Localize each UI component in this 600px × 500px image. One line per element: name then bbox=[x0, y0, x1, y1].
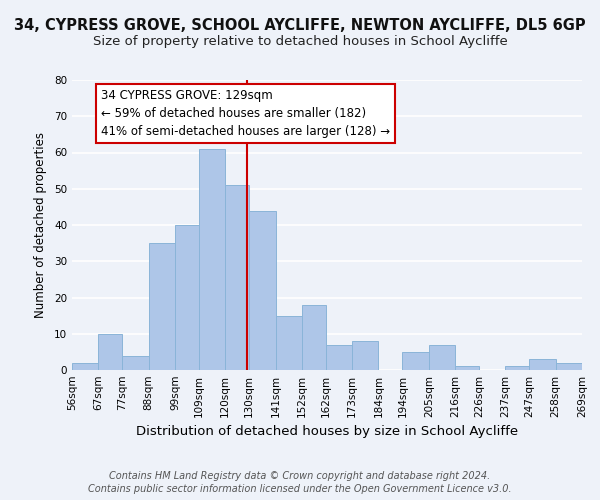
Bar bbox=[98, 334, 122, 370]
Bar bbox=[175, 225, 199, 370]
Bar bbox=[72, 363, 98, 370]
Bar bbox=[403, 352, 429, 370]
Bar bbox=[122, 356, 149, 370]
Bar bbox=[455, 366, 479, 370]
Bar bbox=[249, 210, 275, 370]
Bar bbox=[225, 185, 249, 370]
Bar bbox=[326, 344, 352, 370]
Bar bbox=[352, 341, 379, 370]
Bar bbox=[529, 359, 556, 370]
Text: Size of property relative to detached houses in School Aycliffe: Size of property relative to detached ho… bbox=[92, 35, 508, 48]
Bar bbox=[149, 243, 175, 370]
Text: 34 CYPRESS GROVE: 129sqm
← 59% of detached houses are smaller (182)
41% of semi-: 34 CYPRESS GROVE: 129sqm ← 59% of detach… bbox=[101, 89, 390, 138]
Bar bbox=[556, 363, 582, 370]
X-axis label: Distribution of detached houses by size in School Aycliffe: Distribution of detached houses by size … bbox=[136, 426, 518, 438]
Bar bbox=[199, 149, 225, 370]
Text: 34, CYPRESS GROVE, SCHOOL AYCLIFFE, NEWTON AYCLIFFE, DL5 6GP: 34, CYPRESS GROVE, SCHOOL AYCLIFFE, NEWT… bbox=[14, 18, 586, 32]
Bar bbox=[429, 344, 455, 370]
Text: Contains HM Land Registry data © Crown copyright and database right 2024.
Contai: Contains HM Land Registry data © Crown c… bbox=[88, 471, 512, 494]
Bar bbox=[302, 304, 326, 370]
Y-axis label: Number of detached properties: Number of detached properties bbox=[34, 132, 47, 318]
Bar bbox=[505, 366, 529, 370]
Bar bbox=[275, 316, 302, 370]
